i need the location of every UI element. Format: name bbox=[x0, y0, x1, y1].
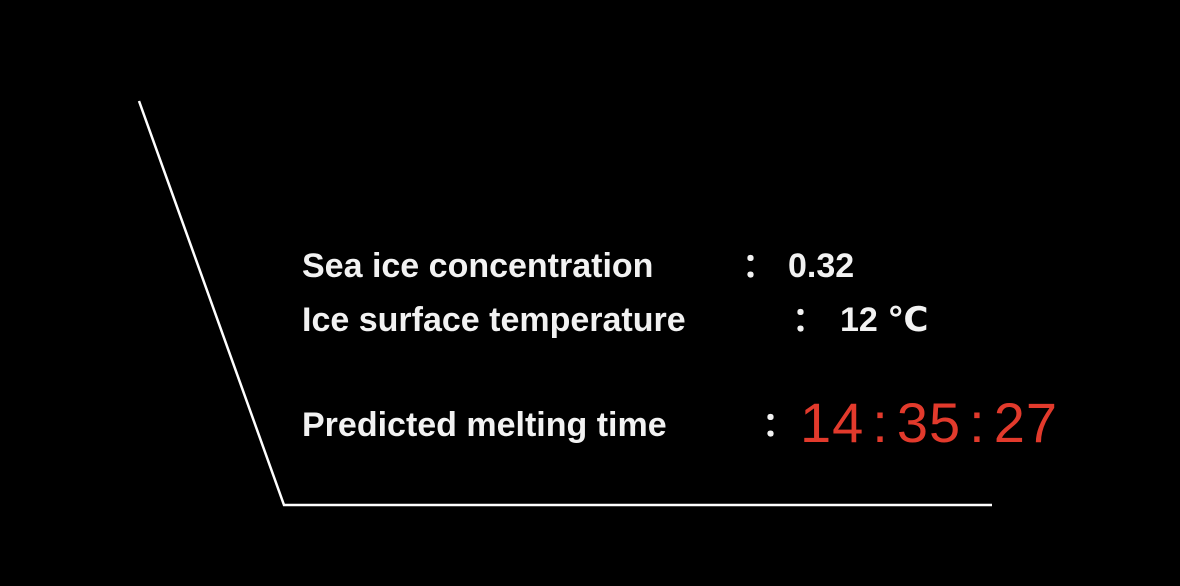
ice-surface-temperature-separator: ： bbox=[792, 301, 826, 339]
timer-minutes: 35 bbox=[896, 391, 962, 454]
ice-surface-temperature-label: Ice surface temperature bbox=[302, 301, 686, 339]
timer-colon: : bbox=[969, 391, 986, 454]
timer-hours: 14 bbox=[800, 391, 865, 454]
timer-seconds: 27 bbox=[993, 391, 1059, 454]
ice-surface-temperature-value: 12 ℃ bbox=[840, 301, 929, 339]
predicted-melting-time-label: Predicted melting time bbox=[302, 406, 667, 444]
predicted-melting-time-separator: ： bbox=[762, 406, 796, 444]
timer-colon: : bbox=[872, 391, 889, 454]
bracket-frame-line bbox=[137, 100, 992, 507]
sea-ice-concentration-value: 0.32 bbox=[788, 247, 855, 285]
sea-ice-concentration-label: Sea ice concentration bbox=[302, 247, 654, 285]
sea-ice-concentration-separator: ： bbox=[742, 247, 776, 285]
melting-countdown-timer: 14:35:27 bbox=[800, 393, 1058, 453]
